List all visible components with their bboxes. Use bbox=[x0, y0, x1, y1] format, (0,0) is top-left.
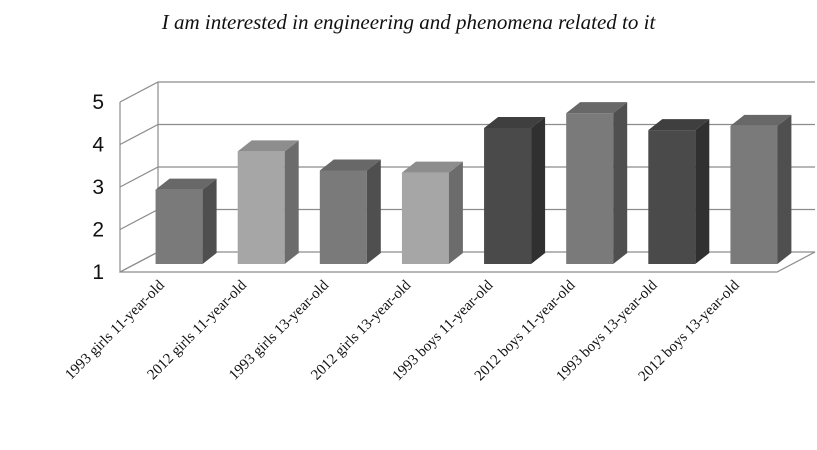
bar-front bbox=[319, 170, 367, 264]
bar-side bbox=[366, 159, 381, 264]
bar-front bbox=[566, 113, 614, 264]
bar bbox=[319, 159, 381, 264]
bar-front bbox=[648, 130, 696, 264]
bar bbox=[484, 117, 546, 264]
bar-top bbox=[648, 119, 710, 131]
gridline bbox=[119, 208, 815, 231]
bar bbox=[237, 140, 299, 264]
bar bbox=[730, 114, 792, 265]
bar-side bbox=[202, 178, 217, 264]
bar-side bbox=[448, 161, 463, 264]
chart-floor bbox=[119, 251, 816, 273]
y-axis: 1 2 3 4 5 bbox=[92, 91, 104, 284]
bar-front bbox=[730, 125, 778, 264]
bar-side bbox=[613, 102, 628, 264]
y-tick-label: 2 bbox=[92, 219, 104, 242]
bar-top bbox=[319, 159, 381, 171]
chart-walls bbox=[119, 82, 816, 273]
gridlines bbox=[119, 81, 815, 231]
bar-side bbox=[695, 119, 710, 264]
bar-top bbox=[155, 178, 217, 190]
bar-top bbox=[484, 117, 546, 128]
bar-side bbox=[777, 114, 792, 265]
y-tick-label: 4 bbox=[92, 134, 104, 157]
bar-front bbox=[237, 151, 285, 264]
bar bbox=[566, 102, 628, 264]
y-tick-label: 1 bbox=[92, 261, 104, 284]
bar bbox=[155, 178, 217, 264]
bars bbox=[155, 102, 792, 265]
gridline bbox=[119, 166, 815, 188]
bar-top bbox=[237, 140, 299, 152]
bar-front bbox=[155, 189, 203, 264]
bar-side bbox=[531, 117, 546, 264]
gridline bbox=[119, 123, 815, 146]
bar-top bbox=[566, 102, 628, 114]
chart-title: I am interested in engineering and pheno… bbox=[161, 10, 656, 34]
bar-side bbox=[284, 140, 299, 264]
bar-top bbox=[401, 161, 463, 173]
bar-top bbox=[730, 114, 792, 126]
gridline bbox=[119, 81, 815, 103]
bar-front bbox=[484, 128, 532, 264]
bar-front bbox=[401, 172, 449, 264]
bar bbox=[401, 161, 463, 264]
bar bbox=[648, 119, 710, 264]
y-tick-label: 3 bbox=[92, 176, 104, 199]
y-tick-label: 5 bbox=[92, 91, 104, 114]
